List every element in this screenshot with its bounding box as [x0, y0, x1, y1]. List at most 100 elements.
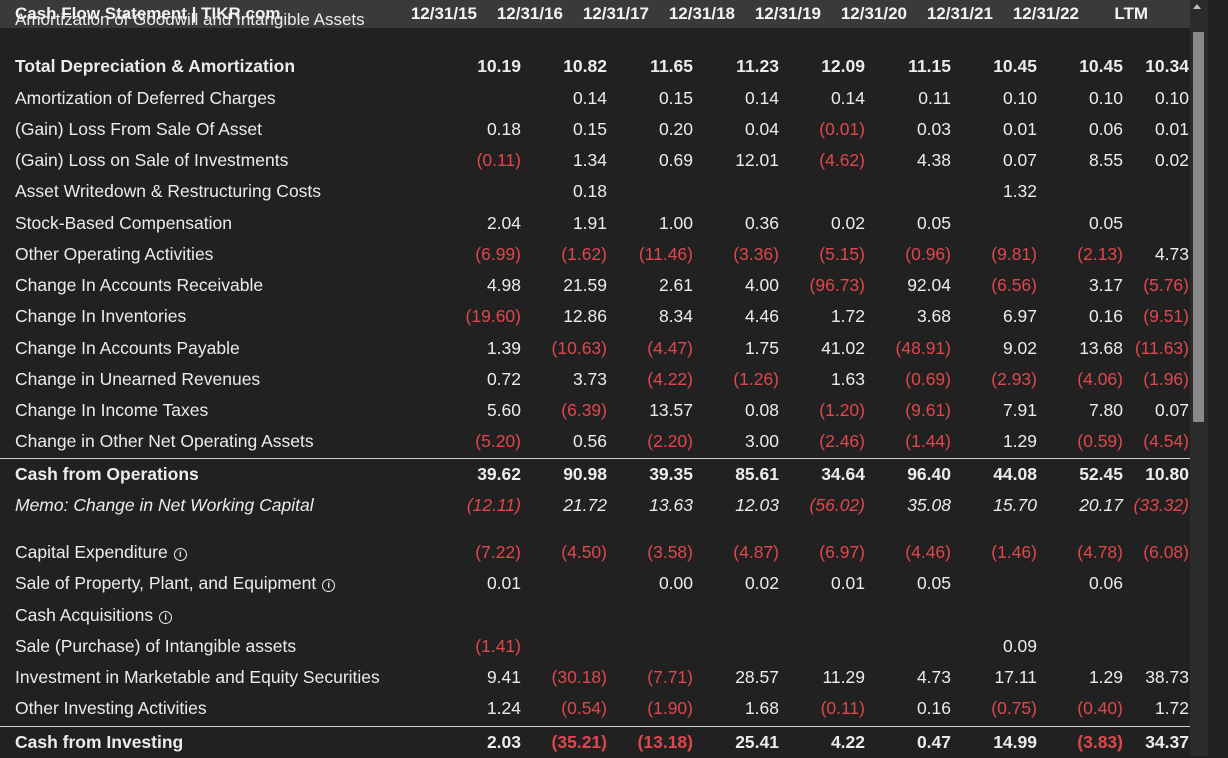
value-cell: 0.56 — [572, 431, 607, 451]
column-header[interactable]: 12/31/21 — [926, 4, 993, 23]
value-cell: (6.56) — [991, 275, 1037, 295]
row-label: Change In Accounts Payable — [15, 333, 240, 364]
row-label-text: (Gain) Loss From Sale Of Asset — [15, 119, 263, 139]
column-header[interactable]: 12/31/16 — [496, 4, 563, 23]
value-cell: 8.34 — [658, 306, 693, 326]
value-cell: 0.01 — [486, 573, 521, 593]
table-row: Cash from Investing 2.03 (35.21) (13.18) 25.… — [0, 726, 1190, 758]
row-label: Change in Other Net Operating Assets — [15, 426, 314, 457]
value-cell: 28.57 — [735, 667, 779, 687]
value-cell: 0.16 — [916, 698, 951, 718]
value-cell: 39.62 — [477, 464, 521, 484]
page-title: Cash Flow Statement | TIKR.com — [15, 4, 281, 23]
value-cell: 96.40 — [907, 464, 951, 484]
value-cell: 12.09 — [821, 56, 865, 76]
value-cell: 21.72 — [563, 495, 607, 515]
value-cell: (19.60) — [465, 306, 521, 326]
table-row: Other Operating Activities (6.99) (1.62) (1… — [0, 239, 1190, 270]
column-header[interactable]: LTM — [1114, 4, 1148, 23]
value-cell: (0.96) — [905, 244, 951, 264]
column-header[interactable]: 12/31/17 — [582, 4, 649, 23]
value-cell: 1.63 — [830, 369, 865, 389]
row-label: Change In Accounts Receivable — [15, 270, 263, 301]
value-cell: (9.81) — [991, 244, 1037, 264]
value-cell: 38.73 — [1145, 667, 1189, 687]
value-cell: 0.14 — [744, 88, 779, 108]
column-header[interactable]: 12/31/15 — [410, 4, 477, 23]
value-cell: (1.62) — [561, 244, 607, 264]
row-label-text: Asset Writedown & Restructuring Costs — [15, 181, 322, 201]
column-header[interactable]: 12/31/18 — [668, 4, 735, 23]
column-header[interactable]: 12/31/19 — [754, 4, 821, 23]
value-cell: 13.68 — [1079, 338, 1123, 358]
value-cell: (3.58) — [647, 542, 693, 562]
info-circle-icon[interactable]: i — [159, 611, 173, 624]
value-cell: 34.64 — [821, 464, 865, 484]
column-header[interactable]: 12/31/20 — [840, 4, 907, 23]
row-label-text: Change in Unearned Revenues — [15, 369, 261, 389]
value-cell: (0.11) — [820, 698, 865, 718]
column-header[interactable]: 12/31/22 — [1012, 4, 1079, 23]
value-cell: 9.02 — [1002, 338, 1037, 358]
value-cell: 10.82 — [563, 56, 607, 76]
row-label: Change In Inventories — [15, 301, 186, 332]
value-cell: 0.36 — [744, 213, 779, 233]
value-cell: (0.11) — [476, 150, 521, 170]
value-cell: 10.19 — [477, 56, 521, 76]
table-row: Sale of Property, Plant, and Equipment i 0… — [0, 568, 1190, 599]
value-cell: (9.51) — [1143, 306, 1189, 326]
value-cell: 3.68 — [916, 306, 951, 326]
value-cell: 0.10 — [1154, 88, 1189, 108]
value-cell: 9.41 — [486, 667, 521, 687]
value-cell: (35.21) — [551, 732, 607, 752]
row-label-text: (Gain) Loss on Sale of Investments — [15, 150, 289, 170]
value-cell: 1.75 — [744, 338, 779, 358]
scroll-up-arrow-icon[interactable] — [1193, 4, 1201, 9]
value-cell: (6.99) — [475, 244, 521, 264]
value-cell: 4.73 — [1154, 244, 1189, 264]
value-cell: 2.04 — [486, 213, 521, 233]
value-cell: 10.34 — [1145, 56, 1189, 76]
table-row: Change in Other Net Operating Assets (5.2… — [0, 426, 1190, 457]
value-cell: 1.32 — [1002, 181, 1037, 201]
value-cell: 11.65 — [650, 56, 693, 76]
value-cell: 1.29 — [1002, 431, 1037, 451]
value-cell: 0.10 — [1088, 88, 1123, 108]
value-cell: 7.80 — [1088, 400, 1123, 420]
value-cell: 6.97 — [1002, 306, 1037, 326]
row-label-text: Change In Inventories — [15, 306, 187, 326]
value-cell: (0.69) — [905, 369, 951, 389]
row-label-text: Cash from Investing — [15, 732, 184, 752]
row-label: Cash from Investing — [15, 727, 183, 758]
value-cell: (30.18) — [551, 667, 607, 687]
value-cell: (6.08) — [1143, 542, 1189, 562]
row-label-text: Change In Accounts Receivable — [15, 275, 264, 295]
value-cell: 0.00 — [658, 573, 693, 593]
value-cell: (4.47) — [647, 338, 693, 358]
value-cell: 0.16 — [1088, 306, 1123, 326]
row-label: Capital Expenditure i — [15, 537, 187, 568]
row-label: (Gain) Loss From Sale Of Asset — [15, 114, 262, 145]
table-row: Other Investing Activities 1.24 (0.54) (1.9… — [0, 693, 1190, 724]
info-circle-icon[interactable]: i — [322, 579, 336, 592]
value-cell: 25.41 — [735, 732, 779, 752]
row-label: Memo: Change in Net Working Capital — [15, 490, 314, 521]
value-cell: (4.06) — [1077, 369, 1123, 389]
row-label: Amortization of Deferred Charges — [15, 83, 276, 114]
scrollbar-thumb[interactable] — [1193, 32, 1204, 422]
value-cell: 39.35 — [649, 464, 693, 484]
value-cell: (0.75) — [991, 698, 1037, 718]
row-label-text: Change In Accounts Payable — [15, 338, 240, 358]
info-circle-icon[interactable]: i — [173, 548, 187, 561]
value-cell: 7.91 — [1002, 400, 1037, 420]
value-cell: 1.34 — [572, 150, 607, 170]
value-cell: 1.91 — [572, 213, 607, 233]
value-cell: 0.14 — [830, 88, 865, 108]
value-cell: (4.62) — [819, 150, 865, 170]
value-cell: (1.20) — [819, 400, 865, 420]
row-label-text: Amortization of Deferred Charges — [15, 88, 276, 108]
value-cell: 0.02 — [830, 213, 865, 233]
row-label: Sale of Property, Plant, and Equipment i — [15, 568, 336, 599]
table-row: Change In Income Taxes 5.60 (6.39) 13.57 0.0… — [0, 395, 1190, 426]
value-cell: 0.69 — [658, 150, 693, 170]
